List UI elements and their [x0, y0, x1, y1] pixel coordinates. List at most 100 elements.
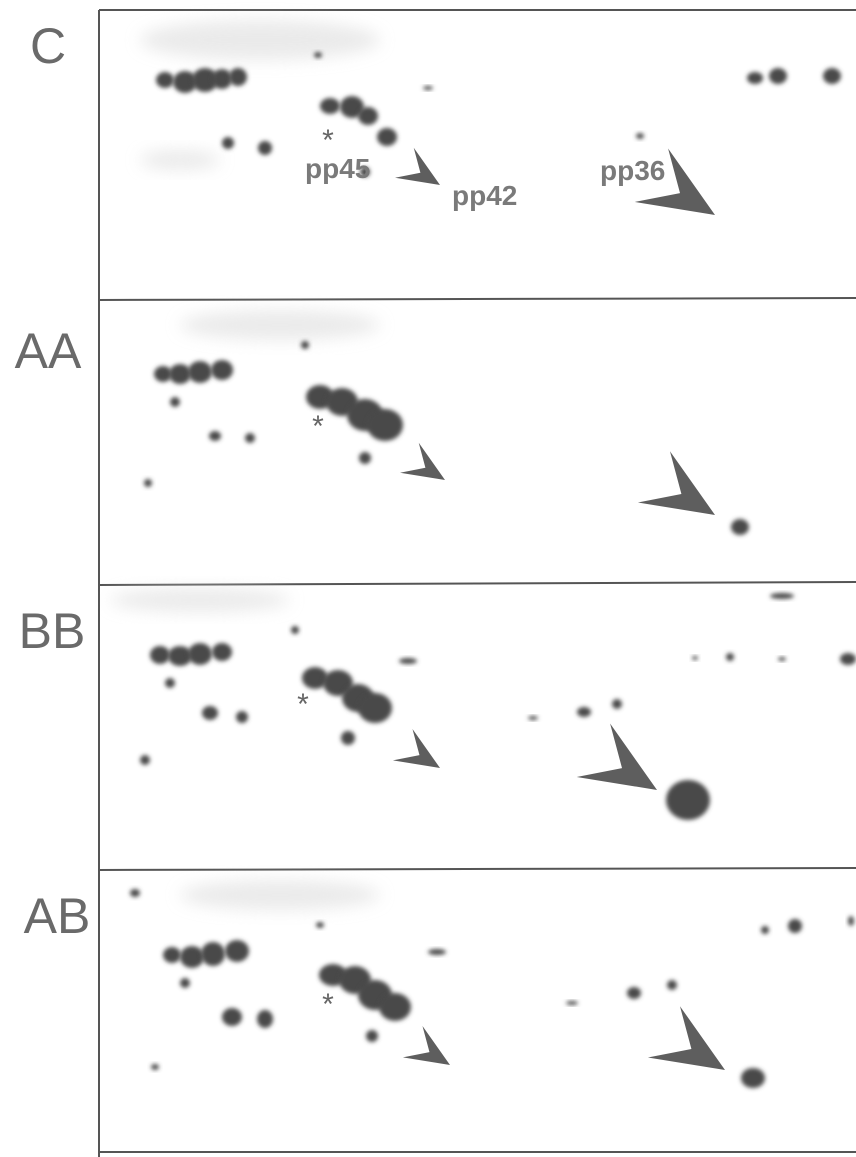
spot: [428, 949, 446, 955]
spot: [399, 658, 417, 664]
spot: [341, 731, 355, 745]
spot: [320, 98, 340, 114]
background-smear: [180, 880, 380, 910]
spot: [165, 678, 175, 688]
spot: [778, 657, 786, 661]
spot: [168, 646, 192, 666]
spot: [222, 1008, 242, 1026]
panel-label: AB: [24, 888, 91, 944]
spot: [229, 68, 247, 86]
panel-label: C: [30, 18, 66, 74]
spot: [212, 69, 232, 89]
spot: [209, 431, 221, 441]
background-smear: [140, 20, 380, 60]
arrowhead: [576, 723, 657, 790]
spot: [359, 452, 371, 464]
spot: [192, 68, 218, 92]
spots: [110, 20, 856, 1088]
spot: [666, 780, 710, 820]
spot: [188, 643, 212, 665]
spot: [769, 68, 787, 84]
spot: [731, 519, 749, 535]
spot: [636, 133, 644, 139]
spot: [823, 68, 841, 84]
frame-divider: [98, 297, 856, 301]
spot: [188, 361, 212, 383]
spot: [770, 593, 794, 599]
spot: [340, 96, 364, 118]
arrowhead: [402, 1026, 450, 1065]
spot: [377, 128, 397, 146]
spot: [788, 919, 802, 933]
spot: [156, 72, 174, 88]
asterisk: *: [312, 410, 324, 443]
spot: [848, 916, 854, 926]
spot: [154, 366, 172, 382]
spot: [222, 137, 234, 149]
spot: [245, 433, 255, 443]
arrowhead: [637, 451, 715, 515]
spot: [258, 141, 272, 155]
spot: [180, 978, 190, 988]
panel-frames: [98, 9, 856, 1157]
arrowheads: [392, 147, 725, 1070]
spot: [257, 1010, 273, 1028]
spot: [358, 693, 392, 723]
spot: [612, 699, 622, 709]
spot: [211, 360, 233, 380]
arrowhead: [392, 729, 440, 768]
spot: [291, 626, 299, 634]
arrowhead: [647, 1006, 725, 1070]
protein-label: pp45: [305, 153, 370, 184]
spot: [423, 86, 433, 90]
arrowhead: [395, 147, 440, 185]
spot: [667, 980, 677, 990]
spot: [130, 889, 140, 897]
spot: [163, 947, 181, 963]
asterisk: *: [322, 988, 334, 1021]
spot: [202, 706, 218, 720]
frame-divider: [98, 581, 856, 586]
spot: [169, 364, 191, 384]
spot: [201, 942, 225, 966]
background-smear: [110, 588, 290, 612]
spot: [840, 653, 856, 665]
protein-label: pp36: [600, 155, 665, 186]
spot: [367, 409, 403, 441]
spot: [212, 643, 232, 661]
spot: [747, 72, 763, 84]
spot: [225, 940, 249, 962]
spot: [301, 341, 309, 349]
spot: [692, 656, 698, 660]
arrowhead: [400, 442, 445, 480]
asterisk: *: [297, 688, 309, 721]
panel-label: AA: [15, 323, 82, 379]
spot: [741, 1068, 765, 1088]
spot: [577, 707, 591, 717]
protein-label: pp42: [452, 180, 517, 211]
asterisk: *: [322, 124, 334, 157]
spot: [379, 993, 411, 1021]
spot: [170, 397, 180, 407]
panel-label: BB: [19, 603, 86, 659]
spot: [180, 946, 204, 968]
spot: [726, 653, 734, 661]
frame-divider: [98, 867, 856, 871]
arrowhead: [634, 148, 715, 215]
spot: [144, 479, 152, 487]
spot: [627, 987, 641, 999]
background-smear: [140, 150, 220, 170]
spot: [366, 1030, 378, 1042]
spot: [151, 1064, 159, 1070]
spot: [358, 107, 378, 125]
spot: [316, 922, 324, 928]
spot: [566, 1001, 578, 1005]
spot: [302, 667, 328, 689]
spot: [314, 52, 322, 58]
spot: [140, 755, 150, 765]
spot: [236, 711, 248, 723]
